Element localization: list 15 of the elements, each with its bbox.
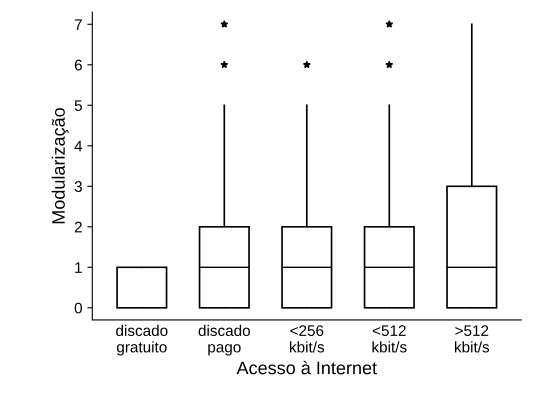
y-tick-label: 7 [74,19,82,30]
y-axis-title: Modularização [52,108,69,224]
x-axis-title: Acesso à Internet [236,360,377,374]
y-tick-label: 0 [74,302,82,314]
y-tick-label: 1 [75,262,82,273]
y-tick-label: 5 [74,100,82,111]
x-tick-label: <256 kbit/s [290,325,324,352]
y-tick-label: 3 [74,181,82,192]
y-tick-label: 4 [74,140,82,152]
x-tick-label: discado pago [198,324,250,356]
y-tick-label: 6 [74,60,82,70]
x-tick-label: <512 kbit/s [372,325,407,352]
y-tick-label: 2 [74,222,82,232]
x-tick-label: >512 kbit/s [454,325,490,352]
x-tick-label: discado gratuito [116,324,168,356]
